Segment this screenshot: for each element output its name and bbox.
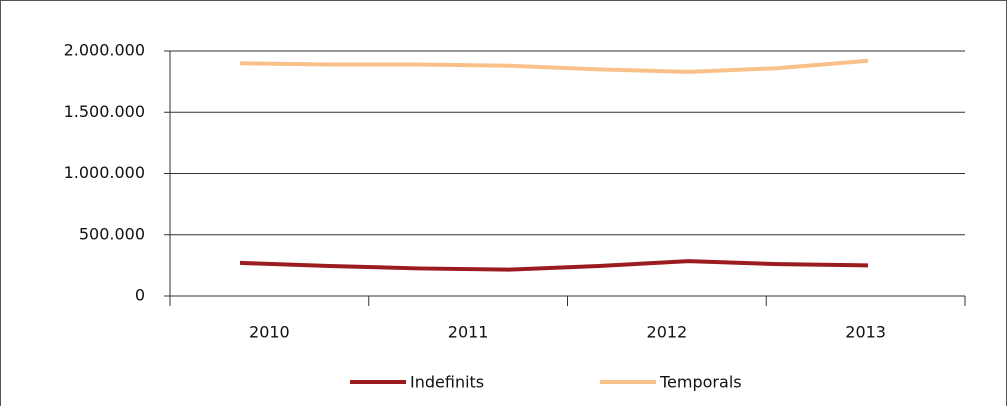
x-tick-label: 2012 <box>647 323 688 342</box>
y-tick-label: 0 <box>135 286 145 305</box>
y-tick-label: 2.000.000 <box>64 41 145 60</box>
x-tick-label: 2011 <box>448 323 489 342</box>
y-tick-label: 1.000.000 <box>64 163 145 182</box>
y-tick-label: 500.000 <box>79 224 145 243</box>
y-tick-label: 1.500.000 <box>64 102 145 121</box>
legend-label: Temporals <box>659 373 742 392</box>
series-line <box>239 58 869 74</box>
legend-label: Indefinits <box>410 373 484 392</box>
x-tick-label: 2010 <box>249 323 290 342</box>
x-tick-label: 2013 <box>845 323 886 342</box>
series-line <box>239 259 869 272</box>
